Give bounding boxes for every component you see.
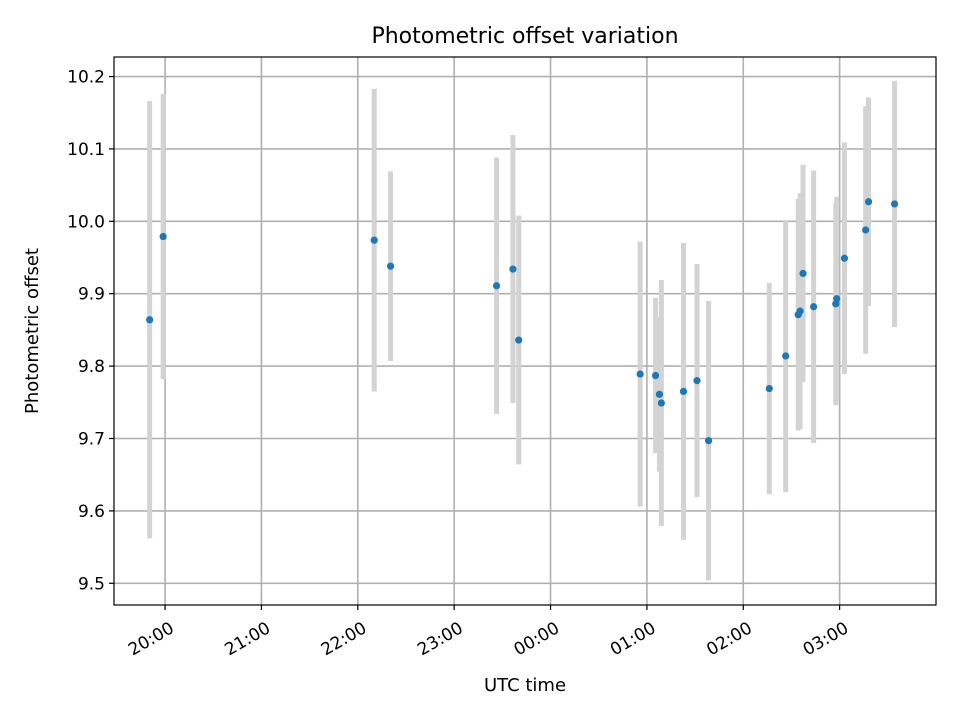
data-point — [864, 198, 873, 206]
y-tick-label: 9.9 — [78, 285, 105, 305]
data-point — [492, 282, 501, 290]
y-tick-label: 9.8 — [78, 357, 105, 377]
y-tick-label: 9.6 — [78, 502, 105, 522]
y-tick-label: 9.7 — [78, 430, 105, 450]
data-point — [799, 269, 807, 278]
data-point — [159, 232, 167, 241]
data-point — [657, 399, 665, 407]
data-point — [693, 376, 701, 385]
y-axis-ticks: 9.5 9.6 9.7 9.8 9.9 10.0 10.1 10.2 — [67, 68, 114, 594]
data-point — [782, 352, 790, 360]
data-point — [833, 295, 841, 303]
x-tick-label: 20:00 — [125, 618, 177, 660]
data-point — [370, 236, 378, 244]
x-tick-label: 01:00 — [607, 618, 659, 660]
data-point — [704, 437, 713, 445]
x-tick-label: 23:00 — [414, 618, 466, 660]
x-tick-label: 02:00 — [703, 618, 755, 660]
data-point — [146, 316, 154, 324]
data-point — [862, 226, 870, 234]
data-point — [765, 384, 773, 393]
x-tick-label: 21:00 — [222, 618, 274, 660]
y-axis-label: Photometric offset — [22, 248, 43, 414]
data-points — [146, 198, 899, 445]
plot-frame — [113, 56, 937, 606]
data-point — [840, 254, 849, 262]
data-point — [651, 371, 660, 380]
data-point — [890, 200, 899, 208]
y-tick-label: 10.0 — [67, 212, 105, 232]
x-tick-label: 00:00 — [511, 618, 563, 660]
data-point — [515, 336, 523, 344]
x-axis-label: UTC time — [484, 675, 566, 696]
data-point — [509, 265, 517, 273]
chart-title: Photometric offset variation — [371, 24, 678, 49]
x-tick-label: 22:00 — [318, 618, 370, 660]
x-tick-label: 03:00 — [800, 618, 852, 660]
y-tick-label: 10.1 — [67, 140, 105, 160]
data-point — [386, 262, 395, 270]
data-point — [655, 390, 664, 398]
x-axis-ticks: 20:00 21:00 22:00 23:00 00:00 01:00 02:00 03:00 — [125, 605, 852, 660]
y-tick-label: 9.5 — [78, 574, 105, 594]
data-point — [796, 307, 804, 315]
data-point — [679, 387, 688, 396]
y-tick-label: 10.2 — [67, 68, 105, 88]
data-point — [810, 303, 818, 311]
data-point — [636, 370, 644, 378]
